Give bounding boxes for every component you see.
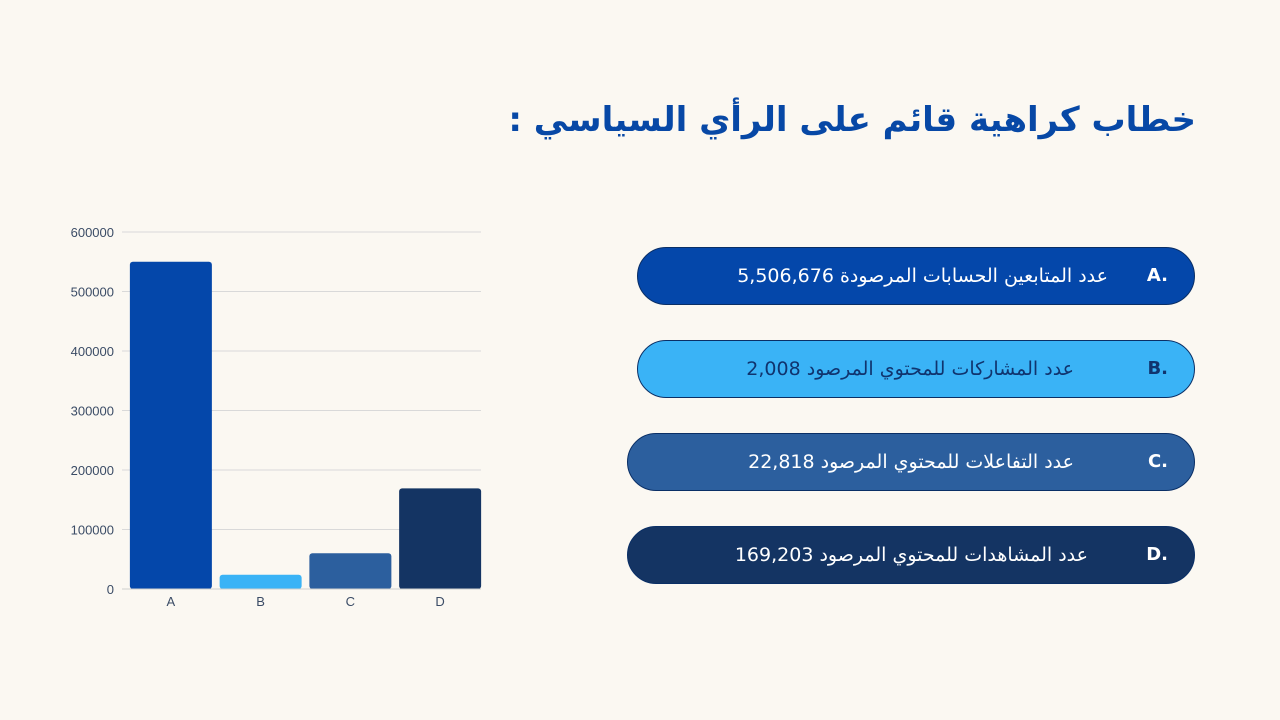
page-title: خطاب كراهية قائم على الرأي السياسي : <box>508 100 1196 140</box>
y-tick-label: 300000 <box>71 404 114 419</box>
stat-letter: A. <box>1146 265 1168 286</box>
bar-d <box>399 488 482 589</box>
x-tick-label: D <box>435 594 444 609</box>
bar-b <box>219 574 302 589</box>
stat-item-d: D. عدد المشاهدات للمحتوي المرصود 169,203 <box>627 526 1195 584</box>
bar-a <box>129 261 212 589</box>
bar-chart-svg: 600000 500000 400000 300000 200000 100000 0 A B C… <box>71 225 482 609</box>
x-tick-label: A <box>167 594 176 609</box>
bar-chart: 600000 500000 400000 300000 200000 100000 0 A B C… <box>0 0 520 720</box>
y-tick-label: 0 <box>107 582 114 597</box>
y-tick-label: 200000 <box>71 463 114 478</box>
stat-text: عدد المشاهدات للمحتوي المرصود 169,203 <box>734 544 1088 566</box>
stat-letter: D. <box>1146 544 1168 565</box>
stat-text: عدد التفاعلات للمحتوي المرصود 22,818 <box>748 451 1074 473</box>
stat-letter: C. <box>1147 451 1168 472</box>
x-tick-label: B <box>256 594 265 609</box>
y-tick-label: 400000 <box>71 344 114 359</box>
stat-item-c: C. عدد التفاعلات للمحتوي المرصود 22,818 <box>627 433 1195 491</box>
stat-letter: B. <box>1147 358 1168 379</box>
x-tick-label: C <box>346 594 355 609</box>
stat-text: عدد المشاركات للمحتوي المرصود 2,008 <box>746 358 1074 380</box>
bar-c <box>309 553 392 589</box>
y-tick-label: 500000 <box>71 285 114 300</box>
stat-item-a: A. عدد المتابعين الحسابات المرصودة 5,506… <box>637 247 1195 305</box>
stat-item-b: B. عدد المشاركات للمحتوي المرصود 2,008 <box>637 340 1195 398</box>
y-tick-label: 100000 <box>71 523 114 538</box>
y-tick-label: 600000 <box>71 225 114 240</box>
stat-text: عدد المتابعين الحسابات المرصودة 5,506,67… <box>737 265 1108 287</box>
